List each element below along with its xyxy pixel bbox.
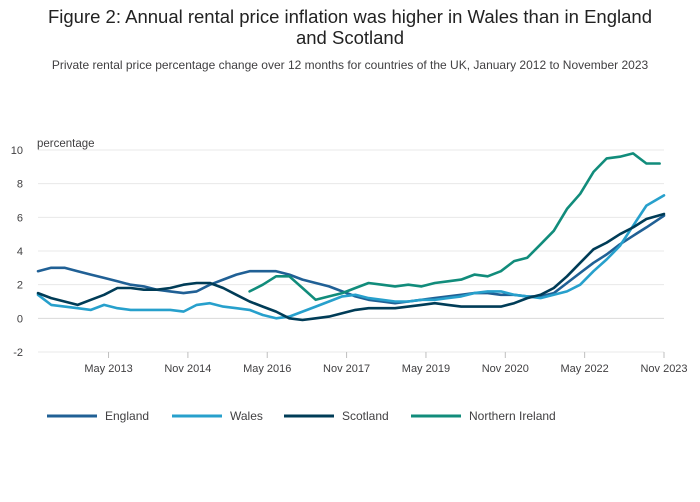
x-tick-label: May 2013: [84, 363, 132, 375]
y-tick-label: -2: [13, 347, 23, 359]
y-tick-label: 0: [17, 313, 23, 325]
x-tick-label: May 2022: [560, 363, 608, 375]
y-axis: -2 0 2 4 6 8 10: [11, 145, 23, 359]
y-tick-label: 10: [11, 145, 23, 157]
x-tick-label: Nov 2023: [640, 363, 687, 375]
legend-label: Wales: [230, 409, 263, 423]
x-tick-label: Nov 2014: [164, 363, 211, 375]
y-tick-label: 8: [17, 179, 23, 191]
chart-title-line-1: Figure 2: Annual rental price inflation …: [47, 6, 652, 27]
series-line-scotland: [36, 212, 666, 322]
series-line-northern-ireland: [248, 152, 661, 302]
y-tick-label: 2: [17, 280, 23, 292]
series-line-england: [36, 214, 666, 305]
y-tick-label: 6: [17, 212, 23, 224]
series-line-wales: [36, 194, 666, 320]
legend-item-northern-ireland[interactable]: Northern Ireland: [411, 409, 556, 423]
legend-item-wales[interactable]: Wales: [172, 409, 263, 423]
y-axis-label: percentage: [37, 138, 95, 150]
legend-label: Scotland: [342, 409, 389, 423]
legend-item-england[interactable]: England: [47, 409, 149, 423]
x-tick-label: May 2016: [243, 363, 291, 375]
series-lines: [36, 152, 666, 322]
x-axis: May 2013 Nov 2014 May 2016 Nov 2017 May 2019…: [84, 352, 688, 375]
legend-label: Northern Ireland: [469, 409, 556, 423]
x-tick-label: Nov 2020: [482, 363, 529, 375]
x-tick-label: Nov 2017: [323, 363, 370, 375]
legend-item-scotland[interactable]: Scotland: [284, 409, 389, 423]
gridlines: [38, 149, 664, 353]
chart-title: Figure 2: Annual rental price inflation …: [0, 6, 700, 48]
chart-subtitle: Private rental price percentage change o…: [51, 58, 649, 72]
legend-label: England: [105, 409, 149, 423]
y-tick-label: 4: [17, 246, 23, 258]
chart-title-line-2: and Scotland: [295, 27, 404, 48]
legend[interactable]: England Wales Scotland Northern Ireland: [47, 409, 556, 423]
x-tick-label: May 2019: [402, 363, 450, 375]
